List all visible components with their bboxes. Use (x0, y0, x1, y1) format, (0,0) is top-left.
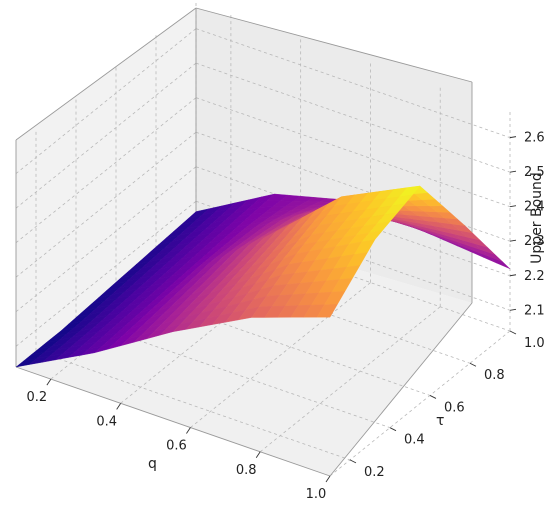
y-tick-mark (349, 459, 357, 464)
z-axis-label: Upper Bound (529, 172, 545, 264)
y-tick-label: 0.2 (364, 465, 385, 480)
grid-line-z-back (195, 97, 511, 208)
grid-line-z-left (15, 131, 197, 278)
y-tick-label: 1.0 (524, 336, 545, 351)
y-tick-mark (509, 330, 517, 335)
z-tick-label: 2.4 (524, 200, 545, 215)
y-tick-label: 0.8 (484, 368, 505, 383)
grid-line-z-left (15, 97, 197, 243)
grid-line-q-floor (190, 282, 371, 428)
box-edge (195, 7, 473, 83)
z-tick-label: 2.5 (524, 165, 545, 180)
z-tick-mark (509, 136, 517, 139)
x-axis-label: q (148, 456, 157, 472)
x-tick-label: 0.8 (236, 463, 257, 478)
x-tick-label: 0.6 (166, 439, 187, 454)
x-tick-label: 1.0 (306, 487, 327, 502)
y-tick-label: 0.6 (444, 400, 465, 415)
x-tick-mark (116, 403, 122, 410)
y-tick-mark (429, 395, 437, 399)
surface-cell (316, 303, 338, 318)
z-tick-label: 2.3 (524, 234, 545, 249)
x-tick-label: 0.2 (27, 390, 48, 405)
y-axis-label: τ (436, 413, 444, 429)
y-tick-mark (389, 427, 397, 432)
x-tick-mark (255, 451, 261, 459)
z-tick-label: 2.2 (524, 269, 545, 284)
box-edge (15, 7, 197, 141)
grid-line-z-back (195, 62, 511, 173)
z-tick-mark (509, 205, 517, 208)
y-tick-label: 0.4 (404, 433, 425, 448)
grid-line-z-left (15, 62, 197, 209)
grid-line-z-left (15, 200, 197, 347)
grid-line-z-back (195, 166, 511, 277)
x-tick-mark (46, 378, 52, 386)
x-tick-mark (186, 427, 191, 434)
y-tick-mark (469, 362, 477, 367)
axis-ticks: 0.2 0.4 0.6 0.8 1.0 0.2 0.4 0.6 0.8 1.0 2.1 2.2 2.3 2… (27, 131, 545, 502)
box-edge (329, 302, 473, 477)
left-wall-pane (16, 8, 196, 367)
x-tick-mark (325, 475, 331, 483)
grid-line-z-left (15, 166, 197, 313)
grid-line-z-back (195, 28, 511, 139)
z-tick-mark (509, 274, 517, 277)
z-tick-label: 2.6 (524, 131, 545, 146)
box-edge (15, 366, 331, 477)
grid-line-q-floor (329, 330, 511, 477)
surface-cell (489, 256, 511, 269)
z-tick-mark (509, 308, 517, 311)
z-tick-label: 2.1 (524, 303, 545, 318)
z-tick-mark (509, 170, 517, 173)
z-tick-mark (509, 239, 517, 242)
grid-line-tau-floor (35, 350, 351, 461)
grid-line-q-floor (259, 306, 441, 453)
x-tick-label: 0.4 (96, 414, 117, 429)
grid-line-z-left (15, 28, 197, 174)
surface-mesh (15, 185, 511, 368)
